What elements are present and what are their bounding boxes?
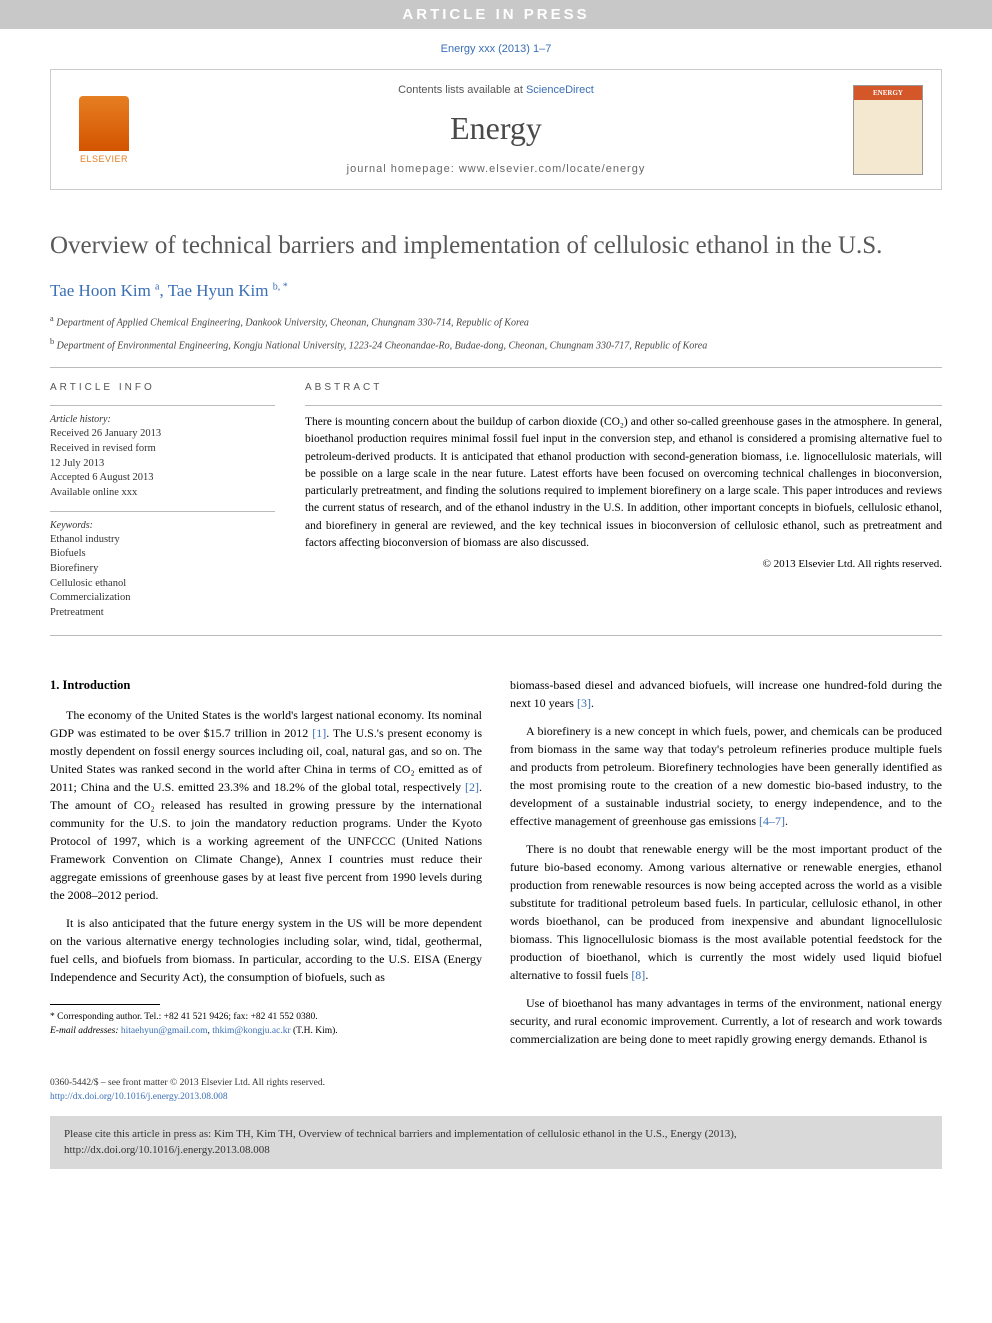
homepage-label: journal homepage: [347,163,459,175]
corresponding-author-note: * Corresponding author. Tel.: +82 41 521… [50,1011,482,1024]
keyword: Commercialization [50,591,275,606]
info-divider [50,405,275,406]
footnote-divider [50,1004,160,1005]
article-in-press-banner: ARTICLE IN PRESS [0,0,992,29]
abstract-copyright: © 2013 Elsevier Ltd. All rights reserved… [305,558,942,570]
p4-text: A biorefinery is a new concept in which … [510,724,942,828]
elsevier-label: ELSEVIER [80,154,128,164]
body-two-columns: 1. Introduction The economy of the Unite… [50,676,942,1058]
history-item: Received in revised form [50,442,275,457]
p2-text: It is also anticipated that the future e… [50,916,482,984]
keyword: Ethanol industry [50,533,275,548]
body-paragraph: The economy of the United States is the … [50,706,482,904]
email-link-2[interactable]: thkim@kongju.ac.kr [212,1026,290,1036]
body-paragraph: There is no doubt that renewable energy … [510,840,942,984]
affiliation-b: b Department of Environmental Engineerin… [50,336,942,353]
history-item: Accepted 6 August 2013 [50,471,275,486]
abstract-text: There is mounting concern about the buil… [305,414,942,552]
keywords-label: Keywords: [50,520,275,531]
history-item: Received 26 January 2013 [50,427,275,442]
left-column: 1. Introduction The economy of the Unite… [50,676,482,1058]
keyword: Biofuels [50,547,275,562]
affil-mark-b: b [50,337,54,346]
affil-text-b: Department of Environmental Engineering,… [57,340,708,351]
divider-bottom [50,635,942,636]
history-label: Article history: [50,414,275,425]
p3-text: biomass-based diesel and advanced biofue… [510,678,942,710]
author-2-mark: b, * [273,281,288,292]
body-paragraph: It is also anticipated that the future e… [50,914,482,986]
info-divider-2 [50,511,275,512]
p6-text: Use of bioethanol has many advantages in… [510,996,942,1046]
keyword: Cellulosic ethanol [50,577,275,592]
p1-text: The economy of the United States is the … [50,708,482,902]
authors-line: Tae Hoon Kim a, Tae Hyun Kim b, * [50,281,942,301]
contents-prefix: Contents lists available at [398,84,526,96]
author-1-mark: a [155,281,159,292]
affiliation-a: a Department of Applied Chemical Enginee… [50,313,942,330]
doi-line: http://dx.doi.org/10.1016/j.energy.2013.… [50,1092,942,1102]
journal-cover-thumbnail: ENERGY [853,85,923,175]
abstract-divider [305,405,942,406]
history-item: Available online xxx [50,486,275,501]
journal-name: Energy [139,110,853,147]
sciencedirect-link[interactable]: ScienceDirect [526,84,594,96]
header-center: Contents lists available at ScienceDirec… [139,84,853,175]
history-item: 12 July 2013 [50,457,275,472]
section-heading-intro: 1. Introduction [50,676,482,695]
author-1: Tae Hoon Kim [50,281,151,300]
p5-text: There is no doubt that renewable energy … [510,842,942,982]
abstract-column: ABSTRACT There is mounting concern about… [305,382,942,621]
abstract-label: ABSTRACT [305,382,942,393]
email-link-1[interactable]: hitaehyun@gmail.com [121,1026,208,1036]
elsevier-logo: ELSEVIER [69,90,139,170]
right-column: biomass-based diesel and advanced biofue… [510,676,942,1058]
keyword: Biorefinery [50,562,275,577]
body-paragraph: biomass-based diesel and advanced biofue… [510,676,942,712]
journal-header-box: ELSEVIER Contents lists available at Sci… [50,69,942,190]
author-2: Tae Hyun Kim [168,281,269,300]
emails-label: E-mail addresses: [50,1026,121,1036]
email-suffix: (T.H. Kim). [291,1026,338,1036]
doi-link[interactable]: http://dx.doi.org/10.1016/j.energy.2013.… [50,1092,228,1102]
elsevier-tree-icon [79,96,129,151]
affil-mark-a: a [50,314,54,323]
article-info-column: ARTICLE INFO Article history: Received 2… [50,382,275,621]
article-info-label: ARTICLE INFO [50,382,275,393]
body-paragraph: Use of bioethanol has many advantages in… [510,994,942,1048]
divider-top [50,367,942,368]
please-cite-box: Please cite this article in press as: Ki… [50,1116,942,1169]
homepage-url[interactable]: www.elsevier.com/locate/energy [459,163,646,175]
keyword: Pretreatment [50,606,275,621]
cover-thumb-title: ENERGY [854,86,922,100]
contents-list-line: Contents lists available at ScienceDirec… [139,84,853,96]
affil-text-a: Department of Applied Chemical Engineeri… [56,317,529,328]
front-matter-note: 0360-5442/$ – see front matter © 2013 El… [50,1078,942,1088]
email-addresses-note: E-mail addresses: hitaehyun@gmail.com, t… [50,1025,482,1038]
homepage-line: journal homepage: www.elsevier.com/locat… [139,163,853,175]
citation-header: Energy xxx (2013) 1–7 [0,29,992,69]
info-abstract-row: ARTICLE INFO Article history: Received 2… [50,382,942,621]
body-paragraph: A biorefinery is a new concept in which … [510,722,942,830]
article-title: Overview of technical barriers and imple… [50,230,942,263]
